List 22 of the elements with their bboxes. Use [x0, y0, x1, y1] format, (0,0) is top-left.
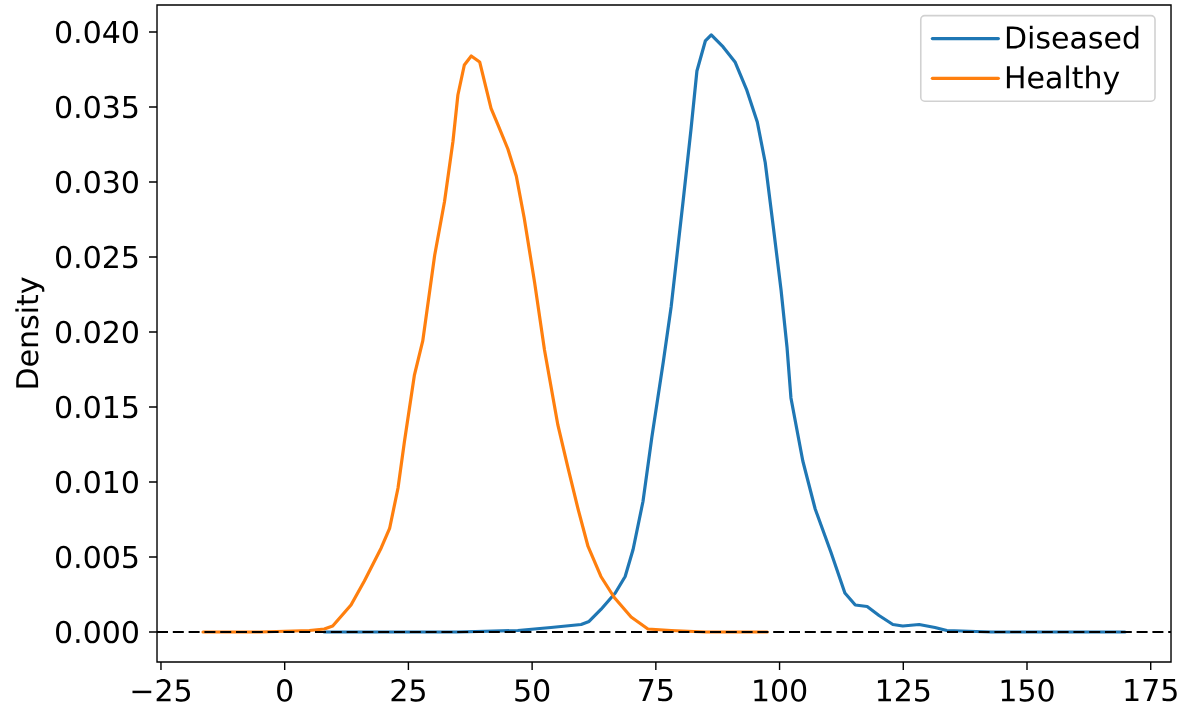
legend-label: Healthy: [1006, 65, 1120, 95]
y-tick-label: 0.040: [56, 20, 138, 44]
x-tick-label: −25: [132, 679, 190, 702]
x-tick-label: 25: [391, 679, 425, 702]
x-tick-label: 125: [877, 679, 930, 702]
x-tick-label: 50: [515, 679, 550, 702]
x-tick-label: 75: [639, 679, 673, 702]
y-tick-label: 0.020: [56, 320, 138, 344]
legend-label: Diseased: [1006, 25, 1139, 49]
y-tick-label: 0.005: [56, 545, 138, 569]
y-tick-label: 0.035: [56, 95, 138, 119]
x-tick-label: 100: [754, 679, 807, 702]
y-tick-label: 0.015: [56, 395, 138, 419]
y-tick-label: 0.000: [56, 620, 138, 644]
y-tick-label: 0.030: [56, 170, 138, 194]
x-tick-label: 0: [277, 679, 293, 702]
y-axis-title: Density: [15, 277, 45, 388]
y-tick-label: 0.010: [56, 470, 138, 494]
line-series: [201, 54, 769, 634]
x-tick-label: 175: [1125, 679, 1177, 702]
y-tick-label: 0.025: [56, 245, 138, 269]
x-tick-label: 150: [1001, 679, 1054, 702]
